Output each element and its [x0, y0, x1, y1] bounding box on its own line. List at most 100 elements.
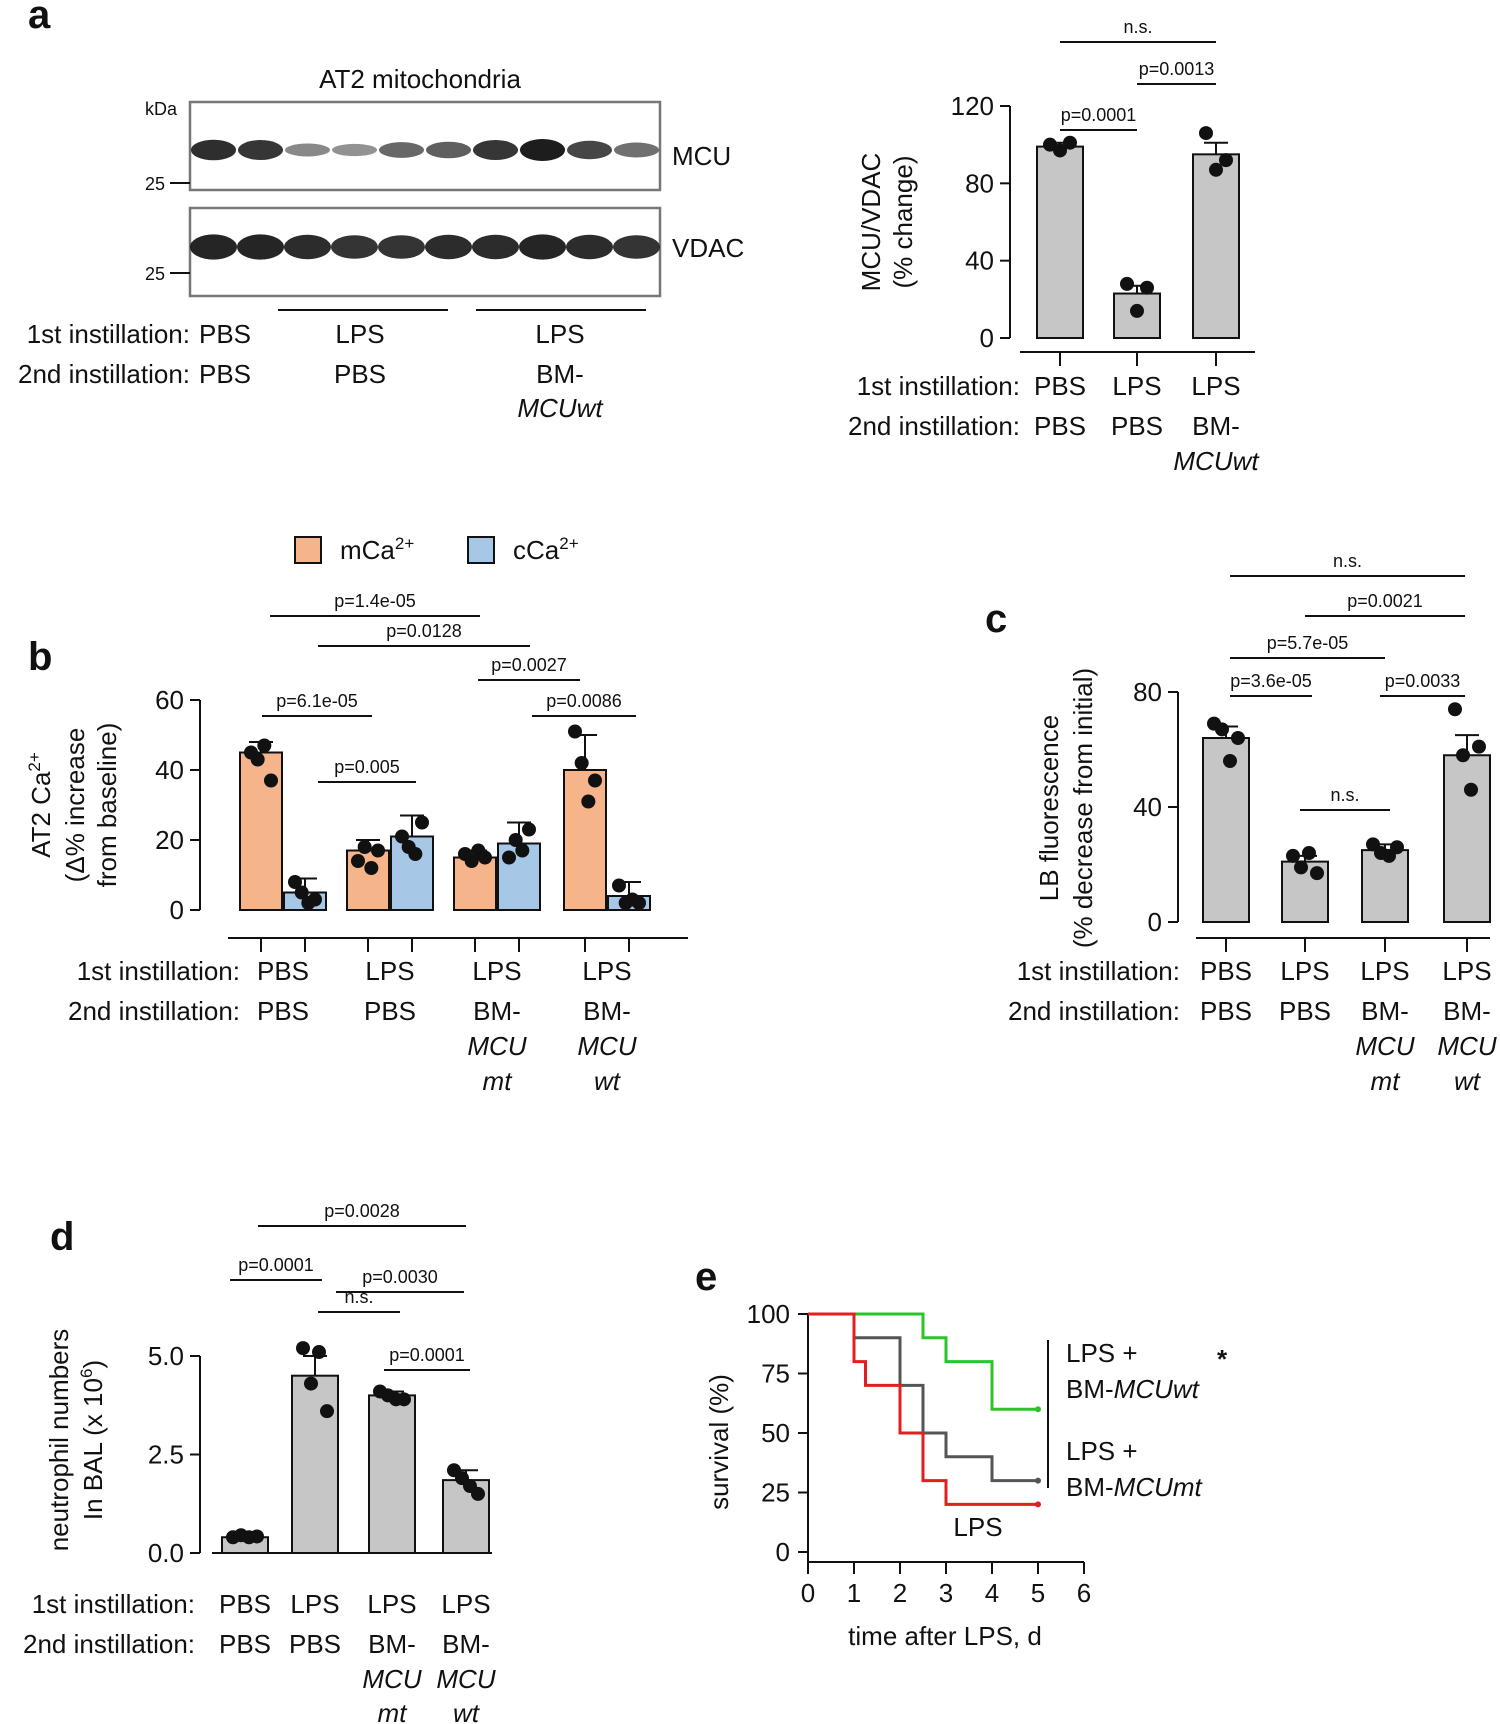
blot-second-2-italic: MCUwt — [517, 393, 604, 423]
row-first-label: 1st instillation: — [1017, 956, 1180, 986]
y-label-2: (% decrease from initial) — [1068, 668, 1098, 948]
x-label-second: BM- — [583, 996, 631, 1026]
p-bracket-label: p=0.0028 — [324, 1201, 400, 1221]
chart-e: 0 25 50 75 100 0 1 2 3 4 5 6 time after LPS, d surviv… — [704, 1299, 1228, 1651]
x-label-first: LPS — [365, 956, 414, 986]
x-label-second: BM- — [473, 996, 521, 1026]
data-point — [508, 833, 523, 847]
x-label-second-italic: MCU — [1437, 1031, 1496, 1061]
y-label-2: In BAL (x 106) — [77, 1360, 108, 1520]
legend-label-grey-base: BM- — [1066, 1472, 1114, 1502]
y-tick-label: 75 — [761, 1359, 790, 1389]
x-label-second-italic: wt — [1454, 1066, 1482, 1096]
x-label-second: PBS — [1034, 411, 1086, 441]
x-label-first: LPS — [1112, 371, 1161, 401]
data-point — [288, 875, 302, 889]
data-point — [1120, 276, 1134, 291]
p-bracket-label: n.s. — [1333, 551, 1362, 571]
data-point — [257, 738, 272, 753]
row-second-label: 2nd instillation: — [68, 996, 240, 1026]
y-tick-label: 20 — [155, 825, 184, 855]
legend-label-red: LPS — [953, 1512, 1002, 1542]
x-label-second-italic: MCU — [467, 1031, 526, 1061]
y-tick-label: 60 — [155, 685, 184, 715]
bar — [1036, 145, 1084, 339]
y-label-3: from baseline) — [92, 723, 122, 888]
x-label-second: PBS — [289, 1629, 341, 1659]
y-tick-label: 40 — [965, 246, 994, 276]
x-label-second-italic: wt — [594, 1066, 622, 1096]
blot-mcu-band — [237, 140, 284, 160]
data-point — [522, 822, 536, 837]
data-point — [1209, 162, 1223, 177]
data-point — [395, 829, 409, 844]
data-point — [1448, 702, 1462, 717]
x-label-first: LPS — [582, 956, 631, 986]
x-label-second: PBS — [364, 996, 416, 1026]
row-second-label: 2nd instillation: — [1008, 996, 1180, 1026]
data-point — [1219, 153, 1233, 168]
data-point — [1390, 840, 1404, 855]
x-tick-label: 6 — [1077, 1578, 1091, 1608]
data-point — [357, 840, 372, 854]
y-tick-label: 100 — [747, 1299, 790, 1329]
blot-vdac-band — [566, 234, 613, 260]
y-tick-label: 0 — [980, 323, 994, 353]
data-point — [264, 773, 278, 788]
blot-title: AT2 mitochondria — [319, 64, 521, 94]
x-label-first: PBS — [1200, 956, 1252, 986]
x-label-second: BM- — [442, 1629, 490, 1659]
blot-vdac-band — [519, 234, 566, 260]
data-point — [515, 843, 530, 858]
blot-row-second-label: 2nd instillation: — [18, 359, 190, 389]
p-bracket-label: p=0.0128 — [386, 621, 462, 641]
y-label-2-end: ) — [78, 1360, 108, 1369]
blot-first-0: PBS — [199, 319, 251, 349]
data-point — [1294, 860, 1308, 875]
bar — [291, 1374, 339, 1554]
p-bracket-label: p=0.0001 — [238, 1255, 314, 1275]
blot-second-0: PBS — [199, 359, 251, 389]
blot-mcu-band — [519, 139, 566, 161]
panel-letter-d: d — [50, 1215, 74, 1259]
panel-letter-a: a — [28, 0, 51, 37]
data-point — [408, 847, 423, 861]
x-label-second: PBS — [1200, 996, 1252, 1026]
legend-label-grey-line1: LPS + — [1066, 1436, 1138, 1466]
row-first-label: 1st instillation: — [857, 371, 1020, 401]
blot-mcu-band — [284, 143, 331, 157]
x-label-first: PBS — [1034, 371, 1086, 401]
blot-row-first-label: 1st instillation: — [27, 319, 190, 349]
blot-vdac-bands — [190, 234, 660, 260]
data-point — [294, 885, 309, 900]
x-label-second-italic: MCUwt — [1173, 446, 1260, 476]
bar — [1443, 754, 1491, 923]
legend-label-green-italic: MCUwt — [1114, 1374, 1201, 1404]
data-point — [464, 854, 479, 868]
blot-vdac-band — [613, 235, 660, 259]
data-point — [612, 878, 626, 893]
legend-label-green-line2: BM-MCUwt — [1066, 1374, 1201, 1404]
x-tick-label: 2 — [893, 1578, 907, 1608]
y-tick-label: 120 — [951, 91, 994, 121]
chart-d: 0.0 2.5 5.0 PBS PBS LPS PBS LPS BM- MCU mt LPS BM- MC… — [23, 1201, 496, 1724]
data-point — [478, 850, 492, 865]
blot-band-mcu-label: MCU — [672, 141, 731, 171]
significance-star: * — [1217, 1344, 1228, 1374]
x-label-first: LPS — [367, 1589, 416, 1619]
p-bracket-label: p=0.0021 — [1347, 591, 1423, 611]
survival-end-0 — [1035, 1406, 1041, 1413]
y-tick-label: 5.0 — [148, 1341, 184, 1371]
x-tick-label: 0 — [801, 1578, 815, 1608]
x-tick-label: 4 — [985, 1578, 999, 1608]
panel-letter-e: e — [695, 1255, 717, 1299]
row-first-label: 1st instillation: — [77, 956, 240, 986]
y-tick-label: 0.0 — [148, 1538, 184, 1568]
y-tick-label: 50 — [761, 1418, 790, 1448]
x-tick-label: 1 — [847, 1578, 861, 1608]
data-point — [588, 773, 602, 788]
row-second-label: 2nd instillation: — [848, 411, 1020, 441]
p-bracket-label: n.s. — [1330, 785, 1359, 805]
y-label-2: (% change) — [888, 156, 918, 289]
data-point — [312, 1345, 326, 1360]
